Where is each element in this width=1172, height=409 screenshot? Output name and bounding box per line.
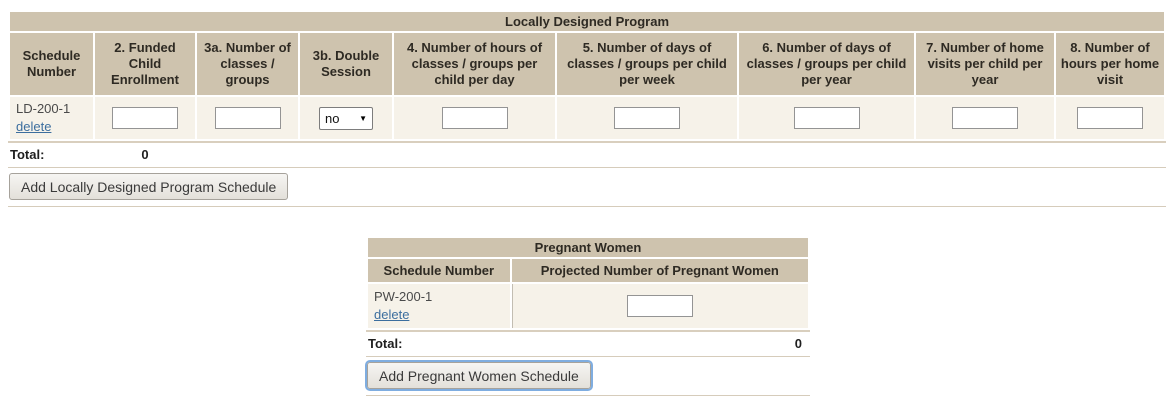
hours-per-home-visit-input[interactable] — [1077, 107, 1144, 129]
pw-col-projected-number: Projected Number of Pregnant Women — [511, 259, 808, 282]
ld-delete-link[interactable]: delete — [16, 119, 52, 134]
days-per-year-input[interactable] — [793, 107, 860, 129]
ld-cell-home-visits-per-year — [916, 97, 1054, 139]
ld-cell-days-per-year — [739, 97, 914, 139]
ld-total-label: Total: — [10, 147, 45, 162]
locally-designed-program-table: Locally Designed Program Schedule Number… — [8, 10, 1166, 141]
pregnant-women-table: Pregnant Women Schedule Number Projected… — [366, 236, 810, 330]
ld-col-days-per-week: 5. Number of days of classes / groups pe… — [557, 33, 737, 95]
pw-col-schedule-number: Schedule Number — [368, 259, 510, 282]
ld-schedule-cell: LD-200-1 delete — [10, 97, 93, 139]
ld-cell-double-session: no ▼ — [300, 97, 392, 139]
ld-cell-hours-per-home-visit — [1056, 97, 1165, 139]
locally-designed-program-section: Locally Designed Program Schedule Number… — [8, 10, 1166, 207]
ld-cell-funded-enrollment — [95, 97, 195, 139]
chevron-down-icon: ▼ — [359, 113, 367, 123]
ld-cell-hours-per-day — [394, 97, 555, 139]
pw-delete-link[interactable]: delete — [374, 307, 410, 322]
ld-divider-below-button — [8, 206, 1166, 207]
pw-total-value: 0 — [794, 336, 802, 351]
ld-col-number-of-classes: 3a. Number of classes / groups — [197, 33, 298, 95]
pw-schedule-number: PW-200-1 — [374, 289, 433, 305]
ld-col-hours-per-day: 4. Number of hours of classes / groups p… — [394, 33, 555, 95]
pw-button-row: Add Pregnant Women Schedule — [365, 357, 810, 395]
double-session-select[interactable]: no ▼ — [319, 106, 373, 130]
double-session-selected-value: no — [325, 110, 340, 126]
ld-cell-days-per-week — [557, 97, 737, 139]
ld-table-title: Locally Designed Program — [10, 12, 1165, 31]
pw-schedule-row: PW-200-1 delete — [368, 284, 808, 328]
ld-col-days-per-year: 6. Number of days of classes / groups pe… — [739, 33, 914, 95]
pw-total-row: Total: 0 — [366, 332, 810, 356]
ld-col-double-session: 3b. Double Session — [300, 33, 392, 95]
ld-button-row: Add Locally Designed Program Schedule — [8, 168, 1166, 206]
pw-divider-under-row — [366, 330, 810, 332]
add-pregnant-women-schedule-button[interactable]: Add Pregnant Women Schedule — [365, 360, 593, 391]
home-visits-per-year-input[interactable] — [952, 107, 1018, 129]
ld-total-value: 0 — [141, 147, 149, 162]
ld-col-home-visits-per-year: 7. Number of home visits per child per y… — [916, 33, 1054, 95]
pw-cell-projected-number — [511, 284, 808, 328]
ld-schedule-number: LD-200-1 — [16, 101, 71, 117]
ld-divider-above-button — [8, 167, 1166, 168]
ld-total-row: Total: 0 — [8, 143, 1166, 167]
pw-divider-below-button — [366, 395, 810, 396]
ld-schedule-row: LD-200-1 delete no ▼ — [10, 97, 1165, 139]
days-per-week-input[interactable] — [614, 107, 680, 129]
add-locally-designed-program-schedule-button[interactable]: Add Locally Designed Program Schedule — [9, 173, 289, 200]
pw-divider-above-button — [366, 356, 810, 357]
ld-divider-under-row — [8, 141, 1166, 143]
ld-col-hours-per-home-visit: 8. Number of hours per home visit — [1056, 33, 1165, 95]
projected-pregnant-women-input[interactable] — [627, 295, 694, 317]
ld-col-schedule-number: Schedule Number — [10, 33, 93, 95]
number-of-classes-input[interactable] — [214, 107, 281, 129]
pw-total-label: Total: — [368, 336, 403, 351]
ld-col-funded-child-enrollment: 2. Funded Child Enrollment — [95, 33, 195, 95]
ld-cell-number-of-classes — [197, 97, 298, 139]
funded-child-enrollment-input[interactable] — [112, 107, 178, 129]
pw-schedule-cell: PW-200-1 delete — [368, 284, 510, 328]
pregnant-women-section: Pregnant Women Schedule Number Projected… — [365, 236, 810, 396]
pw-table-title: Pregnant Women — [368, 238, 808, 257]
hours-per-day-input[interactable] — [441, 107, 508, 129]
